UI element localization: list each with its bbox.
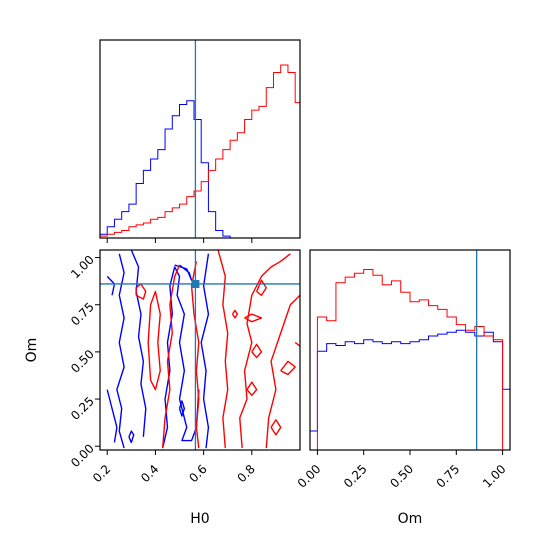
contour-series-1-line-6 — [265, 294, 300, 449]
joint-y-tick-label-3: 0.75 — [68, 300, 97, 329]
om-x-tick-label-2: 0.50 — [387, 462, 416, 491]
contour-series-1-line-9 — [231, 309, 239, 319]
h0-marginal-ticks — [106, 238, 253, 243]
om-x-tick-label-0: 0.00 — [295, 462, 324, 491]
h0-histograms — [99, 64, 301, 238]
joint-y-tick-label-4: 1.00 — [68, 253, 97, 282]
contour-series-0-line-7 — [128, 430, 135, 444]
joint-y-tick-label-2: 0.50 — [68, 347, 97, 376]
contour-series-1-line-1 — [147, 290, 161, 391]
om-marginal-frame — [309, 249, 511, 451]
contour-series-0-line-3 — [130, 250, 147, 437]
h0-marginal-frame — [99, 39, 301, 239]
om-x-tick-label-4: 1.00 — [480, 462, 509, 491]
joint-y-axis-label: Om — [24, 338, 40, 363]
joint-x-tick-label-1: 0.4 — [138, 462, 161, 485]
h0-marginal-panel — [99, 39, 301, 243]
contour-series-0-line-1 — [106, 389, 118, 443]
joint-y-tick-label-1: 0.25 — [68, 394, 97, 423]
contour-series-1-line-12 — [270, 419, 282, 436]
joint-frame — [99, 249, 301, 451]
joint-panel: 0.2 0.4 0.6 0.8 0.00 0.25 0.50 0.75 1.00 H0 Om — [24, 249, 301, 527]
joint-y-tick-label-0: 0.00 — [68, 441, 97, 470]
contour-series-0-line-8 — [178, 400, 186, 417]
om-marginal-panel: 0.00 0.25 0.50 0.75 1.00 Om — [295, 249, 511, 527]
contour-series-1-line-14 — [294, 341, 300, 347]
om-x-axis-label: Om — [398, 511, 423, 527]
om-x-tick-label-1: 0.25 — [341, 462, 370, 491]
om-histograms — [309, 269, 511, 450]
contour-series-0-line-0 — [116, 253, 125, 449]
joint-x-tick-label-2: 0.6 — [186, 462, 209, 485]
contour-series-0-line-4 — [161, 266, 200, 449]
joint-truth-point — [191, 279, 200, 288]
contour-series-1-line-3 — [190, 261, 200, 449]
joint-x-tick-label-0: 0.2 — [90, 462, 113, 485]
om-x-tick-label-3: 0.75 — [434, 462, 463, 491]
contour-series-1-line-4 — [217, 250, 229, 449]
joint-contours — [106, 250, 300, 449]
contour-series-1-line-13 — [280, 360, 296, 376]
om-hist-series-0 — [309, 329, 511, 450]
contour-series-1-line-10 — [251, 343, 263, 359]
contour-series-0-line-5 — [200, 253, 210, 449]
om-x-ticks: 0.00 0.25 0.50 0.75 1.00 — [295, 450, 509, 491]
contour-series-1-line-11 — [246, 381, 258, 396]
joint-x-ticks: 0.2 0.4 0.6 0.8 — [90, 450, 258, 485]
om-hist-series-1 — [316, 269, 504, 450]
contour-series-1-line-2 — [161, 264, 181, 449]
contour-series-0-line-2 — [106, 275, 116, 296]
h0-hist-series-1 — [99, 64, 301, 238]
contour-series-1-line-5 — [239, 253, 291, 449]
joint-y-ticks: 0.00 0.25 0.50 0.75 1.00 — [68, 253, 100, 470]
contour-series-1-line-0 — [135, 283, 147, 300]
contour-series-1-line-8 — [244, 313, 263, 323]
joint-x-tick-label-3: 0.8 — [235, 462, 258, 485]
h0-hist-series-0 — [99, 100, 231, 238]
joint-x-axis-label: H0 — [190, 511, 209, 527]
